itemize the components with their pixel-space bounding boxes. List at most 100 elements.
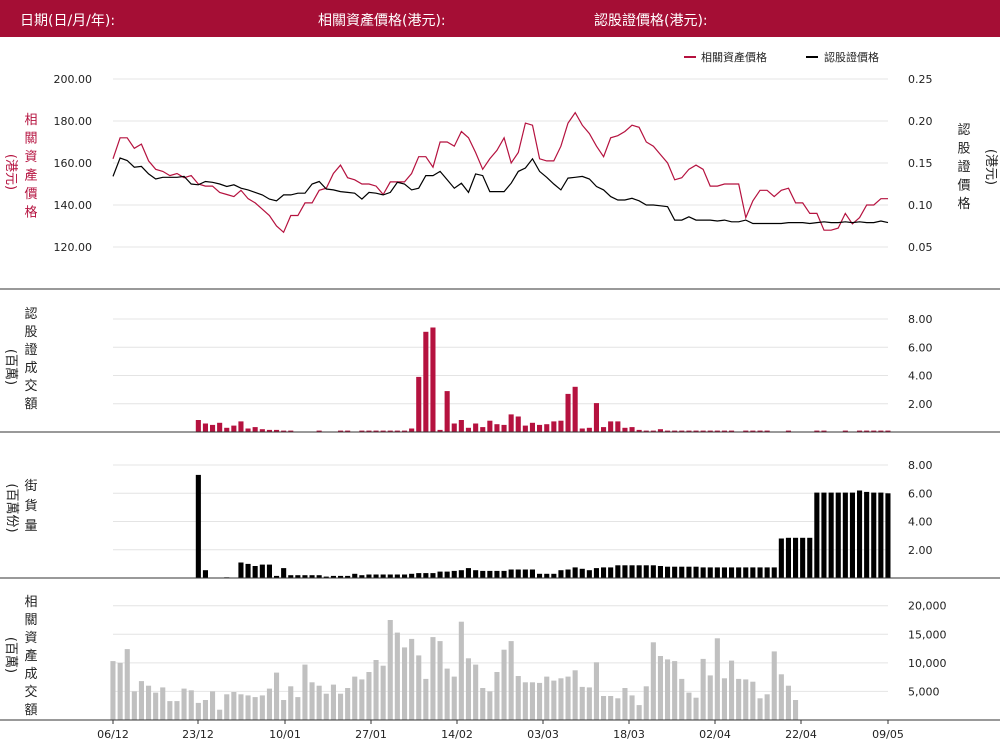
y-left-axis-label-char: 格	[24, 205, 37, 221]
y-right-axis-unit: (港元)	[983, 149, 998, 185]
underlying-turnover-bar	[473, 664, 479, 720]
warrant-turnover-bar	[714, 430, 720, 432]
underlying-turnover-bar	[487, 691, 493, 720]
outstanding-bar	[551, 573, 557, 578]
warrant-price-label: 認股證價格(港元):	[594, 13, 708, 29]
warrant-turnover-axis-unit: (百萬)	[3, 349, 18, 385]
warrant-turnover-bar	[345, 430, 351, 432]
outstanding-bar	[259, 564, 265, 578]
warrant-turnover-bar	[501, 424, 507, 432]
warrant-turnover-bar	[274, 429, 280, 432]
underlying-turnover-bar	[700, 658, 706, 720]
outstanding-bar	[793, 537, 799, 578]
underlying-turnover-bar	[302, 664, 308, 720]
outstanding-axis-unit: (百萬份)	[4, 483, 19, 532]
underlying-turnover-axis-label-char: 關	[24, 613, 37, 628]
underlying-turnover-bar	[295, 697, 301, 720]
underlying-turnover-bar	[330, 684, 336, 720]
outstanding-bar	[828, 492, 834, 578]
outstanding-bar	[764, 567, 770, 578]
outstanding-bar	[508, 569, 514, 578]
underlying-turnover-bar	[373, 660, 379, 720]
underlying-turnover-bar	[657, 656, 663, 720]
warrant-turnover-bar	[259, 429, 265, 432]
underlying-turnover-bar	[622, 688, 628, 720]
outstanding-bar	[359, 575, 365, 578]
outstanding-bar	[814, 492, 820, 578]
outstanding-bar	[302, 575, 308, 578]
warrant-turnover-bar	[700, 430, 706, 432]
warrant-turnover-bar	[245, 428, 251, 432]
underlying-turnover-bar	[615, 698, 621, 720]
outstanding-bar	[785, 537, 791, 578]
warrant-turnover-bar	[423, 331, 429, 432]
underlying-turnover-bar	[465, 658, 471, 720]
outstanding-bar	[729, 567, 735, 578]
warrant-turnover-bar	[821, 430, 827, 432]
warrant-turnover-bar	[842, 430, 848, 432]
y-right-axis-label-char: 價	[957, 179, 970, 194]
y-left-tick-label: 140.00	[54, 199, 93, 212]
warrant-turnover-bar	[871, 430, 877, 432]
warrant-turnover-bar	[231, 425, 237, 432]
outstanding-bar	[650, 565, 656, 578]
underlying-turnover-bar	[437, 641, 443, 720]
outstanding-bar	[657, 566, 663, 578]
y-left-axis-label-char: 產	[24, 168, 37, 184]
warrant-turnover-bar	[558, 420, 564, 432]
y-right-tick-label: 0.05	[908, 241, 933, 254]
warrant-turnover-bar	[522, 425, 528, 432]
underlying-turnover-bar	[665, 659, 671, 720]
underlying-turnover-bar	[729, 660, 735, 720]
outstanding-bar	[721, 567, 727, 578]
date-label: 日期(日/月/年):	[20, 13, 116, 29]
underlying-turnover-axis-label-char: 資	[24, 631, 37, 646]
outstanding-bar	[330, 575, 336, 578]
underlying-turnover-bar	[266, 688, 272, 720]
outstanding-bar	[537, 573, 543, 578]
underlying-turnover-bar	[793, 700, 799, 720]
underlying-turnover-bar	[601, 696, 607, 720]
warrant-turnover-bar	[444, 391, 450, 432]
outstanding-bar	[771, 567, 777, 578]
underlying-turnover-bar	[721, 678, 727, 720]
underlying-turnover-bar	[167, 701, 173, 720]
outstanding-bar	[238, 562, 244, 578]
legend-warrant-label: 認股證價格	[824, 50, 879, 64]
outstanding-bar	[736, 567, 742, 578]
x-tick-label: 27/01	[355, 728, 387, 741]
underlying-turnover-bar	[608, 696, 614, 720]
warrant-turnover-bar	[586, 427, 592, 432]
outstanding-bar	[849, 492, 855, 578]
warrant-turnover-bar	[565, 393, 571, 432]
outstanding-bar	[316, 575, 322, 578]
warrant-turnover-bar	[281, 430, 287, 432]
underlying-turnover-bar	[224, 694, 230, 720]
warrant-turnover-bar	[636, 429, 642, 432]
warrant-turnover-bar	[316, 430, 322, 432]
outstanding-bar	[430, 573, 436, 578]
warrant-turnover-bar	[266, 429, 272, 432]
outstanding-bar	[501, 570, 507, 578]
outstanding-bar	[579, 568, 585, 578]
warrant-turnover-bar	[537, 424, 543, 432]
outstanding-bar	[444, 571, 450, 578]
outstanding-bar	[323, 576, 329, 578]
outstanding-bar	[451, 570, 457, 578]
underlying-turnover-bar	[288, 686, 294, 720]
warrant-turnover-bar	[252, 427, 258, 432]
warrant-turnover-bar	[551, 421, 557, 432]
outstanding-bar	[821, 492, 827, 578]
warrant-turnover-bar	[416, 376, 422, 432]
x-tick-label: 03/03	[527, 728, 559, 741]
legend-underlying-label: 相關資產價格	[701, 50, 767, 64]
outstanding-bar	[558, 570, 564, 578]
outstanding-bar	[252, 566, 258, 578]
outstanding-bar	[807, 537, 813, 578]
outstanding-bar	[522, 569, 528, 578]
underlying-turnover-bar	[529, 682, 535, 720]
warrant-turnover-bar	[572, 386, 578, 432]
outstanding-bar	[416, 573, 422, 578]
warrant-turnover-bar	[650, 430, 656, 432]
underlying-turnover-bar	[736, 678, 742, 720]
